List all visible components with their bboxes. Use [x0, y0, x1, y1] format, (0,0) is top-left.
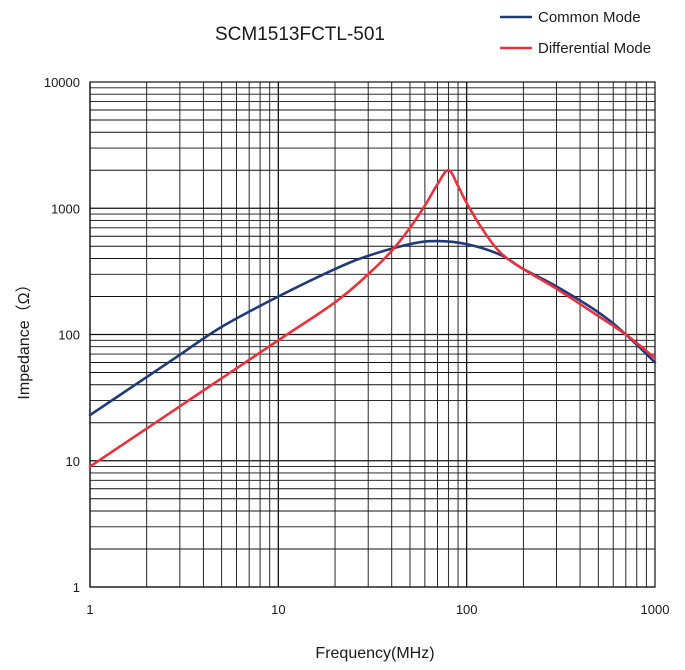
y-tick-label: 10000 — [44, 75, 80, 90]
y-tick-label: 1 — [73, 580, 80, 595]
y-tick-labels: 1 10 100 1000 10000 — [44, 75, 80, 595]
legend: Common Mode Differential Mode — [500, 9, 651, 57]
y-tick-label: 1000 — [51, 201, 80, 216]
legend-label-common-mode: Common Mode — [538, 9, 641, 26]
series-layer — [88, 168, 657, 468]
legend-label-differential-mode: Differential Mode — [538, 40, 651, 57]
x-tick-label: 1 — [86, 602, 93, 617]
y-tick-label: 10 — [66, 454, 80, 469]
chart-title: SCM1513FCTL-501 — [215, 24, 385, 45]
grid — [89, 82, 655, 588]
x-tick-label: 100 — [456, 602, 478, 617]
y-tick-label: 100 — [58, 328, 80, 343]
series-line-differential-mode — [88, 168, 657, 468]
x-axis-label: Frequency(MHz) — [315, 645, 434, 662]
x-tick-labels: 1 10 100 1000 — [86, 602, 669, 617]
y-axis-label: Impedance（Ω） — [15, 276, 33, 399]
plot-frame — [89, 81, 656, 588]
x-tick-label: 1000 — [641, 602, 670, 617]
series-line-common-mode — [88, 239, 657, 417]
x-tick-label: 10 — [271, 602, 285, 617]
